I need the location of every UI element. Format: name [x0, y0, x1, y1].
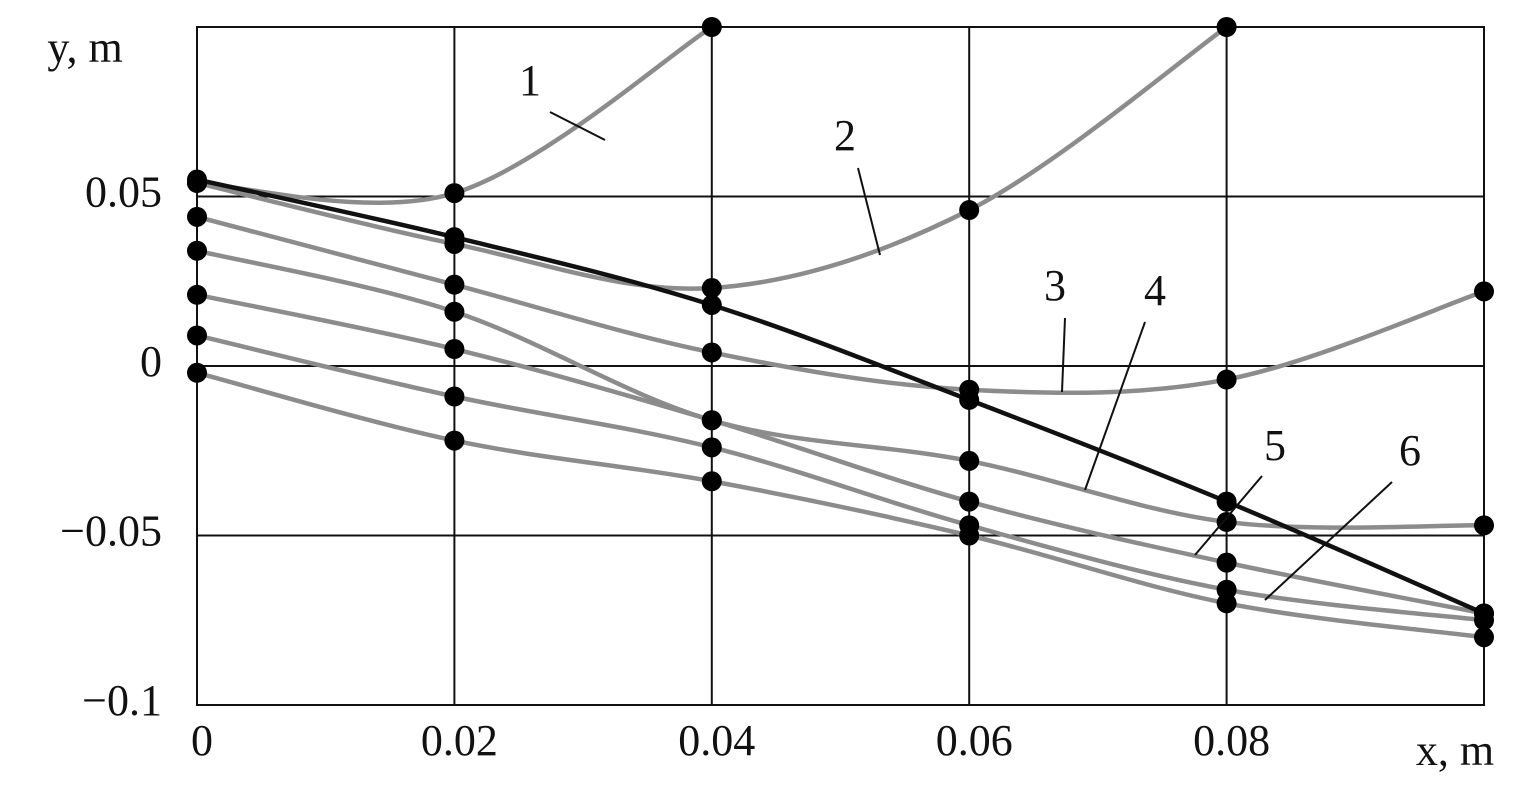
point-marker	[1474, 603, 1494, 624]
point-marker	[1216, 17, 1237, 37]
point-marker	[187, 206, 207, 227]
point-marker	[701, 294, 722, 315]
point-marker	[444, 386, 465, 407]
curve-label: 6	[1399, 426, 1421, 475]
x-tick-label: 0.02	[421, 716, 498, 765]
label-leader	[1264, 481, 1393, 601]
point-marker	[444, 301, 465, 322]
curve	[196, 177, 1485, 616]
point-marker	[701, 410, 722, 431]
point-marker	[701, 471, 722, 492]
y-axis-label: y, m	[47, 23, 122, 72]
label-leader	[1194, 475, 1263, 556]
label-leader	[1061, 317, 1066, 393]
curve-label: 2	[834, 111, 856, 160]
point-marker	[444, 227, 465, 248]
curve	[196, 333, 1485, 623]
point-marker	[959, 491, 980, 512]
point-marker	[187, 362, 207, 383]
label-leader	[1084, 321, 1146, 491]
y-tick-label: −0.1	[82, 676, 162, 725]
curve-label: 4	[1144, 266, 1166, 315]
curve-label: 5	[1264, 421, 1286, 470]
x-tick-label: 0.04	[678, 716, 755, 765]
point-marker	[1474, 515, 1494, 536]
y-tick-label: 0	[140, 337, 162, 386]
point-marker	[959, 200, 980, 221]
x-tick-label: 0	[191, 716, 213, 765]
point-marker	[444, 339, 465, 360]
point-marker	[701, 278, 722, 299]
x-tick-label: 0.06	[936, 716, 1013, 765]
point-marker	[444, 430, 465, 451]
label-leader	[857, 167, 881, 256]
y-tick-label: −0.05	[60, 507, 162, 556]
curve	[196, 214, 1485, 396]
x-tick-label: 0.08	[1193, 716, 1270, 765]
point-marker	[959, 525, 980, 546]
point-marker	[701, 17, 722, 37]
point-marker	[1474, 627, 1494, 648]
point-marker	[1216, 593, 1237, 614]
point-marker	[187, 169, 207, 190]
point-marker	[444, 183, 465, 204]
curve	[196, 292, 1485, 616]
point-marker	[444, 274, 465, 295]
point-marker	[959, 450, 980, 471]
point-marker	[1216, 491, 1237, 512]
point-marker	[187, 240, 207, 261]
point-marker	[1216, 511, 1237, 532]
point-marker	[187, 284, 207, 305]
label-leader	[549, 111, 606, 141]
curve	[196, 248, 1485, 530]
curve	[196, 370, 1485, 640]
y-tick-label: 0.05	[85, 168, 162, 217]
point-marker	[701, 342, 722, 363]
curve-label: 1	[519, 56, 541, 105]
x-axis-label: x, m	[1416, 726, 1494, 775]
curve-label: 3	[1044, 261, 1066, 310]
point-marker	[1216, 552, 1237, 573]
point-marker	[1474, 281, 1494, 302]
point-marker	[959, 389, 980, 410]
point-marker	[1216, 369, 1237, 390]
point-marker	[187, 325, 207, 346]
point-marker	[701, 437, 722, 458]
